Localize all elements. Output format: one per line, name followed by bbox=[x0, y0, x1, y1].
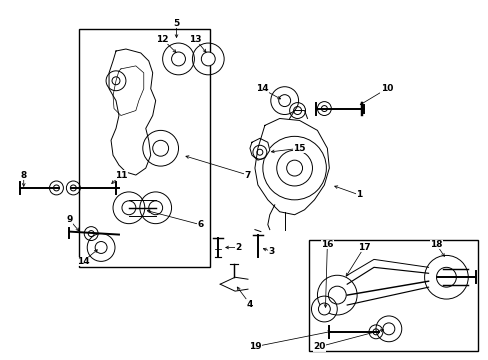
Text: 4: 4 bbox=[246, 300, 253, 309]
Text: 9: 9 bbox=[66, 215, 72, 224]
Text: 3: 3 bbox=[268, 247, 274, 256]
Text: 13: 13 bbox=[189, 35, 201, 44]
Text: 12: 12 bbox=[156, 35, 168, 44]
Bar bbox=[79, 29, 210, 267]
Text: 18: 18 bbox=[429, 240, 442, 249]
Text: 6: 6 bbox=[197, 220, 203, 229]
Polygon shape bbox=[254, 118, 328, 215]
Text: 15: 15 bbox=[293, 144, 305, 153]
Text: 7: 7 bbox=[244, 171, 251, 180]
Circle shape bbox=[318, 303, 330, 315]
Text: 2: 2 bbox=[234, 243, 241, 252]
Bar bbox=[309, 239, 477, 351]
Text: 16: 16 bbox=[321, 240, 333, 249]
Text: 14: 14 bbox=[255, 84, 267, 93]
Text: 17: 17 bbox=[357, 243, 369, 252]
Text: 19: 19 bbox=[248, 342, 261, 351]
Text: 11: 11 bbox=[115, 171, 127, 180]
Circle shape bbox=[201, 52, 215, 66]
Text: 14: 14 bbox=[77, 257, 89, 266]
Text: 20: 20 bbox=[313, 342, 325, 351]
Polygon shape bbox=[249, 138, 269, 160]
Text: 5: 5 bbox=[173, 19, 179, 28]
Circle shape bbox=[278, 95, 290, 107]
Circle shape bbox=[171, 52, 185, 66]
Text: 10: 10 bbox=[380, 84, 392, 93]
Text: 1: 1 bbox=[355, 190, 362, 199]
Circle shape bbox=[95, 242, 107, 253]
Text: 8: 8 bbox=[20, 171, 27, 180]
Circle shape bbox=[382, 323, 394, 335]
